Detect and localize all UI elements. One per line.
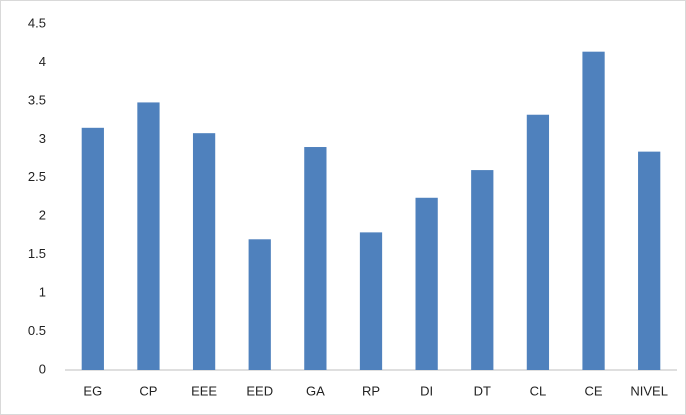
bar [526, 114, 550, 371]
x-tick-label: GA [306, 383, 325, 398]
x-tick-label: EED [246, 383, 273, 398]
bar [248, 239, 271, 370]
y-tick-label: 4.5 [28, 15, 46, 30]
x-tick-label: DI [420, 383, 433, 398]
x-tick-label: EEE [191, 383, 217, 398]
bar [359, 232, 383, 370]
bar [638, 151, 661, 370]
y-tick-label: 3.5 [28, 92, 46, 107]
bar [582, 51, 605, 371]
x-tick-label: NIVEL [630, 383, 668, 398]
bar [415, 197, 438, 370]
x-tick-label: EG [83, 383, 102, 398]
bar [304, 147, 327, 370]
x-tick-label: CP [139, 383, 157, 398]
y-tick-label: 0.5 [28, 323, 46, 338]
y-tick-label: 1 [39, 285, 46, 300]
y-tick-label: 2.5 [28, 169, 46, 184]
y-tick-label: 2 [39, 208, 46, 223]
bar [137, 102, 160, 370]
y-tick-label: 3 [39, 131, 46, 146]
y-tick-label: 0 [39, 361, 46, 376]
x-tick-label: RP [362, 383, 380, 398]
y-tick-label: 4 [39, 54, 46, 69]
bar [81, 127, 104, 370]
x-tick-label: DT [474, 383, 491, 398]
y-tick-label: 1.5 [28, 246, 46, 261]
bar [471, 170, 494, 370]
x-tick-label: CE [585, 383, 603, 398]
x-tick-label: CL [530, 383, 547, 398]
bar [192, 133, 216, 370]
